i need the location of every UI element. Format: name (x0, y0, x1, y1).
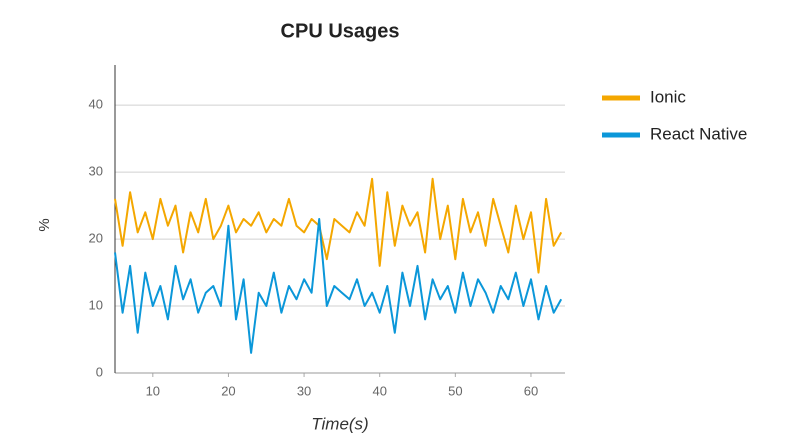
x-tick-label: 40 (372, 383, 386, 398)
x-tick-label: 10 (146, 383, 160, 398)
y-tick-label: 20 (89, 231, 103, 246)
legend-label: Ionic (650, 87, 686, 106)
y-tick-label: 30 (89, 164, 103, 179)
y-tick-label: 10 (89, 297, 103, 312)
y-tick-label: 40 (89, 97, 103, 112)
x-tick-label: 60 (524, 383, 538, 398)
y-axis-label: % (36, 218, 53, 231)
legend-label: React Native (650, 124, 747, 143)
chart-title: CPU Usages (281, 20, 400, 42)
series-line (114, 177, 563, 274)
x-tick-label: 30 (297, 383, 311, 398)
x-axis-label: Time(s) (311, 414, 368, 433)
x-tick-label: 50 (448, 383, 462, 398)
y-tick-label: 0 (96, 364, 103, 379)
series-line (114, 218, 563, 354)
x-tick-label: 20 (221, 383, 235, 398)
